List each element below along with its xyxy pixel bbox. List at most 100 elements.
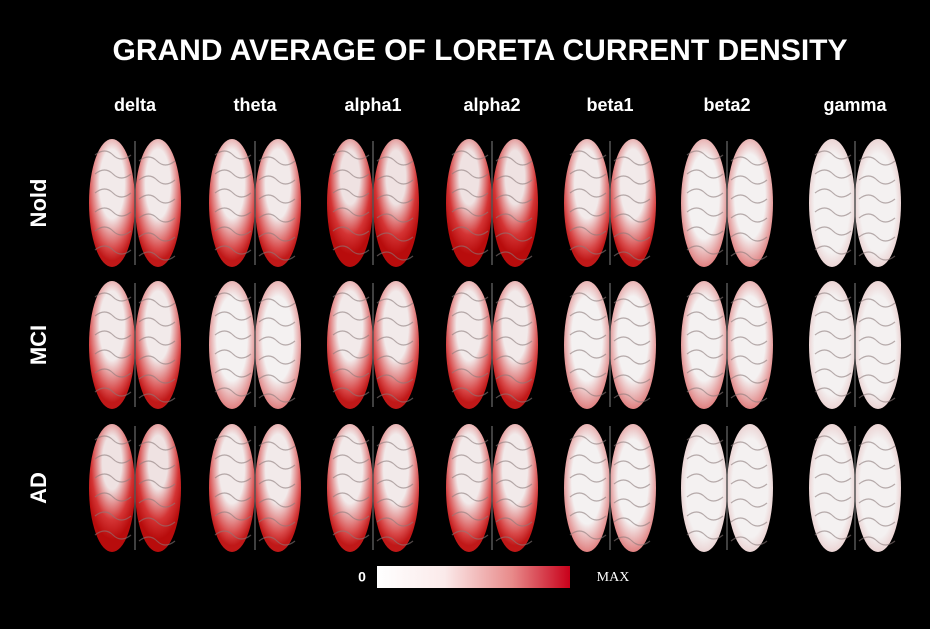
column-label: gamma — [823, 95, 887, 115]
right-hemisphere — [373, 424, 419, 552]
brain — [809, 424, 901, 552]
gyrus — [814, 292, 896, 308]
gyrus — [814, 511, 896, 527]
left-hemisphere — [446, 139, 492, 267]
gyrus — [814, 330, 896, 346]
gyrus — [814, 368, 896, 384]
gyrus — [94, 454, 176, 470]
brain — [446, 424, 538, 552]
gyrus — [94, 492, 176, 508]
gyrus — [94, 473, 176, 489]
colorbar-min: 0 — [358, 569, 366, 585]
row-label: AD — [26, 472, 51, 504]
left-hemisphere — [89, 424, 135, 552]
gyrus — [569, 311, 651, 327]
gyrus — [814, 387, 896, 403]
gyrus — [94, 226, 176, 242]
column-label: alpha2 — [463, 95, 520, 115]
gyrus — [451, 492, 533, 508]
gyrus — [94, 150, 176, 166]
gyrus — [332, 387, 414, 403]
right-hemisphere — [135, 281, 181, 409]
brain — [681, 424, 773, 552]
gyrus — [214, 245, 296, 261]
gyrus — [332, 169, 414, 185]
gyrus — [569, 492, 651, 508]
gyrus — [214, 511, 296, 527]
gyrus — [569, 245, 651, 261]
gyrus — [686, 292, 768, 308]
right-hemisphere — [373, 139, 419, 267]
gyrus — [814, 311, 896, 327]
column-label: theta — [233, 95, 277, 115]
brain — [564, 424, 656, 552]
gyrus — [214, 169, 296, 185]
gyrus — [569, 530, 651, 546]
right-hemisphere — [492, 424, 538, 552]
gyrus — [451, 435, 533, 451]
gyrus — [569, 349, 651, 365]
gyrus — [814, 349, 896, 365]
gyrus — [569, 207, 651, 223]
gyrus — [214, 292, 296, 308]
gyrus — [686, 169, 768, 185]
gyrus — [94, 207, 176, 223]
brain — [327, 281, 419, 409]
gyrus — [332, 349, 414, 365]
left-hemisphere — [209, 139, 255, 267]
left-hemisphere — [809, 424, 855, 552]
gyrus — [569, 150, 651, 166]
brain — [327, 424, 419, 552]
column-label: beta1 — [586, 95, 633, 115]
gyrus — [569, 292, 651, 308]
brain — [209, 281, 301, 409]
right-hemisphere — [255, 139, 301, 267]
gyrus — [451, 226, 533, 242]
gyrus — [94, 330, 176, 346]
right-hemisphere — [610, 139, 656, 267]
gyrus — [686, 387, 768, 403]
gyrus — [451, 349, 533, 365]
gyrus — [814, 435, 896, 451]
gyrus — [214, 226, 296, 242]
gyrus — [451, 207, 533, 223]
gyrus — [332, 435, 414, 451]
gyrus — [94, 435, 176, 451]
left-hemisphere — [564, 139, 610, 267]
gyrus — [332, 473, 414, 489]
gyrus — [569, 387, 651, 403]
gyrus — [814, 150, 896, 166]
gyrus — [214, 150, 296, 166]
gyrus — [332, 207, 414, 223]
gyrus — [214, 530, 296, 546]
gyrus — [214, 492, 296, 508]
left-hemisphere — [564, 281, 610, 409]
gyrus — [451, 387, 533, 403]
brain — [446, 281, 538, 409]
gyrus — [94, 387, 176, 403]
gyrus — [451, 188, 533, 204]
gyrus — [686, 245, 768, 261]
gyrus — [332, 188, 414, 204]
brain — [209, 424, 301, 552]
left-hemisphere — [446, 281, 492, 409]
brain — [209, 139, 301, 267]
brain — [89, 281, 181, 409]
brain — [89, 424, 181, 552]
left-hemisphere — [564, 424, 610, 552]
gyrus — [332, 492, 414, 508]
gyrus — [214, 473, 296, 489]
row-label: Nold — [26, 179, 51, 228]
left-hemisphere — [809, 139, 855, 267]
gyrus — [451, 511, 533, 527]
gyrus — [451, 473, 533, 489]
left-hemisphere — [681, 424, 727, 552]
gyrus — [686, 150, 768, 166]
right-hemisphere — [610, 281, 656, 409]
right-hemisphere — [855, 139, 901, 267]
right-hemisphere — [255, 281, 301, 409]
gyrus — [686, 207, 768, 223]
left-hemisphere — [681, 139, 727, 267]
gyrus — [94, 245, 176, 261]
